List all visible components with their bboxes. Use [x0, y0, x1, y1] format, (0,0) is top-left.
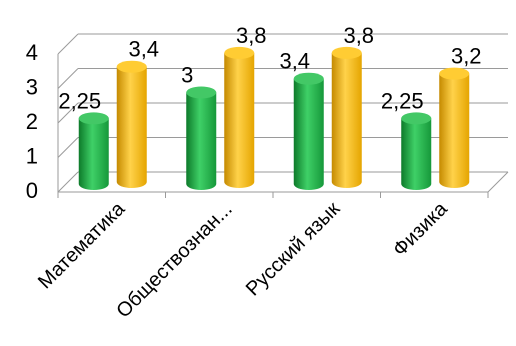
bar-top [331, 46, 362, 59]
y-tick-label: 1 [26, 144, 38, 169]
data-label: 3,4 [128, 37, 159, 62]
bar-yellow [439, 67, 470, 188]
x-category-label: Русский язык [242, 198, 345, 301]
grid-connector [57, 171, 79, 193]
bar-body [116, 66, 147, 188]
bar-top [224, 46, 255, 59]
bar-green [401, 112, 432, 190]
grid-connector [57, 137, 79, 158]
bar-top [116, 60, 147, 73]
bar-top [293, 72, 324, 85]
x-category-label: Физика [389, 197, 453, 261]
bar-body [293, 78, 324, 190]
y-tick-label: 0 [26, 178, 38, 203]
data-label: 2,25 [58, 88, 101, 113]
bar-body [78, 118, 109, 190]
grid-connector [57, 102, 79, 124]
bar-body [224, 52, 255, 189]
bar-green [186, 86, 217, 190]
data-label: 3 [181, 63, 193, 88]
y-tick-label: 2 [26, 109, 38, 134]
bar-body [401, 118, 432, 190]
data-label: 3,8 [343, 23, 374, 48]
bar-body [439, 73, 470, 188]
y-tick-label: 4 [26, 40, 38, 65]
bar-yellow [224, 46, 255, 189]
bar-top [439, 67, 470, 80]
grid-connector [57, 33, 79, 55]
bar-yellow [331, 46, 362, 189]
y-tick-label: 3 [26, 75, 38, 100]
x-category-label: Обществознан... [112, 198, 236, 322]
bar-green [78, 112, 109, 190]
bar-top [78, 112, 109, 125]
data-label: 3,8 [236, 23, 267, 48]
bar-green [293, 72, 324, 190]
x-category-label: Математика [34, 197, 130, 293]
bar-body [186, 92, 217, 190]
data-label: 3,2 [451, 44, 482, 69]
floor-side [487, 171, 509, 193]
bar-body [331, 52, 362, 189]
data-label: 2,25 [381, 88, 424, 113]
bar-yellow [116, 60, 147, 188]
bar-top [186, 86, 217, 99]
data-label: 3,4 [279, 49, 310, 74]
bar-top [401, 112, 432, 125]
grid-connector [57, 68, 79, 89]
